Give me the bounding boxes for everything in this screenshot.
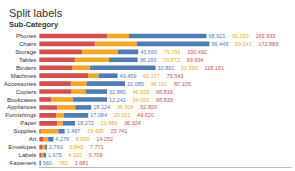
- svg-text:68.833: 68.833: [156, 97, 173, 103]
- svg-text:60.277: 60.277: [143, 72, 160, 79]
- svg-text:Art: Art: [29, 136, 37, 142]
- svg-text:43.560: 43.560: [140, 49, 157, 55]
- svg-text:Binders: Binders: [16, 65, 36, 71]
- svg-text:169.933: 169.933: [255, 33, 275, 39]
- svg-text:48.191: 48.191: [150, 80, 168, 87]
- svg-text:2.763: 2.763: [49, 144, 63, 150]
- svg-text:46.829: 46.829: [133, 89, 150, 95]
- svg-text:70.872: 70.872: [163, 56, 180, 63]
- svg-text:Fasteners: Fasteners: [10, 160, 37, 166]
- svg-text:99.141: 99.141: [235, 41, 252, 47]
- svg-text:51.560: 51.560: [181, 65, 198, 71]
- svg-text:5.843: 5.843: [69, 144, 83, 150]
- svg-text:Accessories: Accessories: [4, 81, 36, 87]
- svg-text:14.252: 14.252: [96, 136, 113, 142]
- svg-text:100.492: 100.492: [187, 49, 207, 55]
- svg-text:68.819: 68.819: [156, 89, 173, 95]
- svg-text:1.681: 1.681: [75, 160, 89, 166]
- svg-text:52.820: 52.820: [140, 104, 157, 110]
- svg-text:32.085: 32.085: [127, 80, 144, 87]
- svg-text:Sub-Category: Sub-Category: [9, 20, 59, 29]
- svg-text:Envelopes: Envelopes: [8, 144, 36, 150]
- svg-text:68.921: 68.921: [208, 33, 225, 39]
- svg-text:Appliances: Appliances: [7, 104, 36, 110]
- svg-text:Chairs: Chairs: [19, 41, 36, 47]
- svg-text:49.459: 49.459: [120, 73, 137, 79]
- svg-text:Storage: Storage: [15, 49, 37, 55]
- svg-text:Phones: Phones: [16, 33, 36, 39]
- svg-text:56.445: 56.445: [211, 41, 228, 47]
- svg-text:12.241: 12.241: [109, 96, 126, 103]
- svg-text:Copiers: Copiers: [16, 89, 37, 95]
- svg-text:560: 560: [43, 160, 52, 166]
- svg-text:25.001: 25.001: [113, 112, 131, 119]
- svg-text:36.324: 36.324: [124, 120, 141, 126]
- svg-text:6.709: 6.709: [89, 152, 103, 158]
- svg-text:172.883: 172.883: [258, 41, 278, 47]
- svg-text:79.791: 79.791: [164, 49, 181, 55]
- svg-text:34.006: 34.006: [132, 96, 150, 103]
- svg-text:Split labels: Split labels: [9, 7, 63, 19]
- svg-text:36.509: 36.509: [116, 104, 134, 111]
- svg-text:87.105: 87.105: [174, 81, 191, 87]
- svg-text:Paper: Paper: [20, 120, 36, 126]
- svg-text:91.153: 91.153: [232, 33, 249, 39]
- svg-text:99.934: 99.934: [186, 56, 204, 63]
- svg-text:49.620: 49.620: [137, 112, 154, 118]
- svg-text:7.771: 7.771: [90, 144, 104, 150]
- svg-text:Tables: Tables: [19, 57, 36, 63]
- svg-text:18.124: 18.124: [93, 104, 111, 111]
- svg-text:Furnishings: Furnishings: [5, 112, 36, 118]
- svg-text:4.102: 4.102: [68, 152, 83, 159]
- svg-text:Machines: Machines: [11, 73, 37, 79]
- svg-text:Supplies: Supplies: [13, 128, 36, 134]
- svg-text:36.160: 36.160: [140, 57, 157, 63]
- svg-text:783: 783: [59, 160, 68, 166]
- svg-text:Bookcases: Bookcases: [7, 97, 36, 103]
- svg-text:25.741: 25.741: [111, 128, 128, 134]
- svg-text:Labels: Labels: [19, 152, 37, 158]
- svg-text:17.084: 17.084: [90, 112, 107, 119]
- svg-text:32.880: 32.880: [109, 89, 126, 95]
- svg-text:118.161: 118.161: [205, 65, 224, 71]
- svg-text:79.543: 79.543: [166, 72, 184, 79]
- svg-text:1.675: 1.675: [47, 152, 62, 159]
